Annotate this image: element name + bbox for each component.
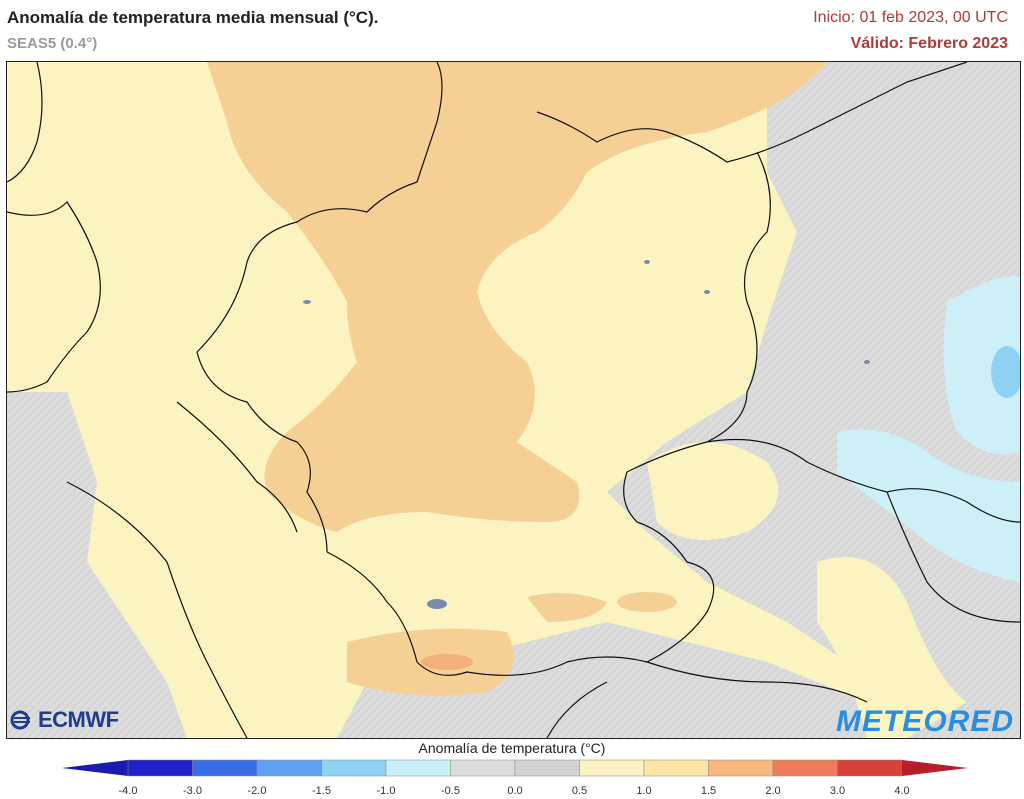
meteored-logo: METEORED [835,705,1014,738]
model-subtitle: SEAS5 (0.4°) [7,35,98,52]
colorbar-tick-label: -1.5 [312,785,331,797]
ecmwf-logo-icon [10,710,30,730]
colorbar-high-arrow [902,760,968,776]
colorbar-cell [450,759,516,777]
anomaly-patch-bavaria [527,593,607,622]
colorbar-cell [514,759,580,777]
map-title: Anomalía de temperatura media mensual (°… [7,8,379,27]
colorbar-tick-label: 2.0 [765,785,781,797]
neutral-zone-alps [337,622,867,738]
colorbar-tick-label: -3.0 [183,785,202,797]
colorbar-cell [837,759,903,777]
colorbar-tick-label: -0.5 [441,785,460,797]
colorbar-low-arrow [62,760,128,776]
neutral-zone-southwest [7,392,187,738]
border-lines [7,62,1020,738]
anomaly-zone-neg-1-0 [991,346,1020,398]
anomaly-zone-neg-0-5 [837,429,1020,582]
colorbar-cell [643,759,709,777]
colorbar-tick-label: -2.0 [247,785,267,797]
ecmwf-logo-text: ECMWF [38,707,119,732]
colorbar-cell [127,759,193,777]
colorbar-tick-label: -4.0 [118,785,138,797]
colorbar-tick-label: 0.0 [507,785,523,797]
anomaly-patch-east-bavaria [617,592,677,612]
colorbar-tick-label: 0.5 [571,785,588,797]
colorbar-cell [385,759,451,777]
colorbar-cell [708,759,774,777]
colorbar-cell [772,759,838,777]
colorbar-tick-label: 4.0 [894,785,910,797]
colorbar-cell [192,759,258,777]
neutral-zone-east [607,62,1020,738]
colorbar-tick-label: 1.5 [700,785,717,797]
colorbar-tick-label: 1.0 [636,785,652,797]
colorbar [62,759,968,777]
lakes [303,260,870,609]
anomaly-patch-pannonia [817,557,967,738]
colorbar-tick-label: 3.0 [829,785,846,797]
ecmwf-logo: ECMWF [10,707,119,733]
anomaly-patch-bohemia [647,442,779,540]
colorbar-cell [579,759,645,777]
init-date: Inicio: 01 feb 2023, 00 UTC [813,9,1008,26]
colorbar-cell [321,759,387,777]
anomaly-zone-1-5-2-0 [421,654,473,670]
anomaly-zone-1-0-1-5 [207,62,827,532]
map-canvas [7,62,1020,738]
valid-date: Válido: Febrero 2023 [850,35,1008,52]
colorbar-title: Anomalía de temperatura (°C) [418,740,606,756]
anomaly-zone-neg-0-5-east [943,276,1020,455]
anomaly-map[interactable] [6,61,1021,739]
colorbar-tick-label: -1.0 [376,785,396,797]
colorbar-cell [256,759,322,777]
